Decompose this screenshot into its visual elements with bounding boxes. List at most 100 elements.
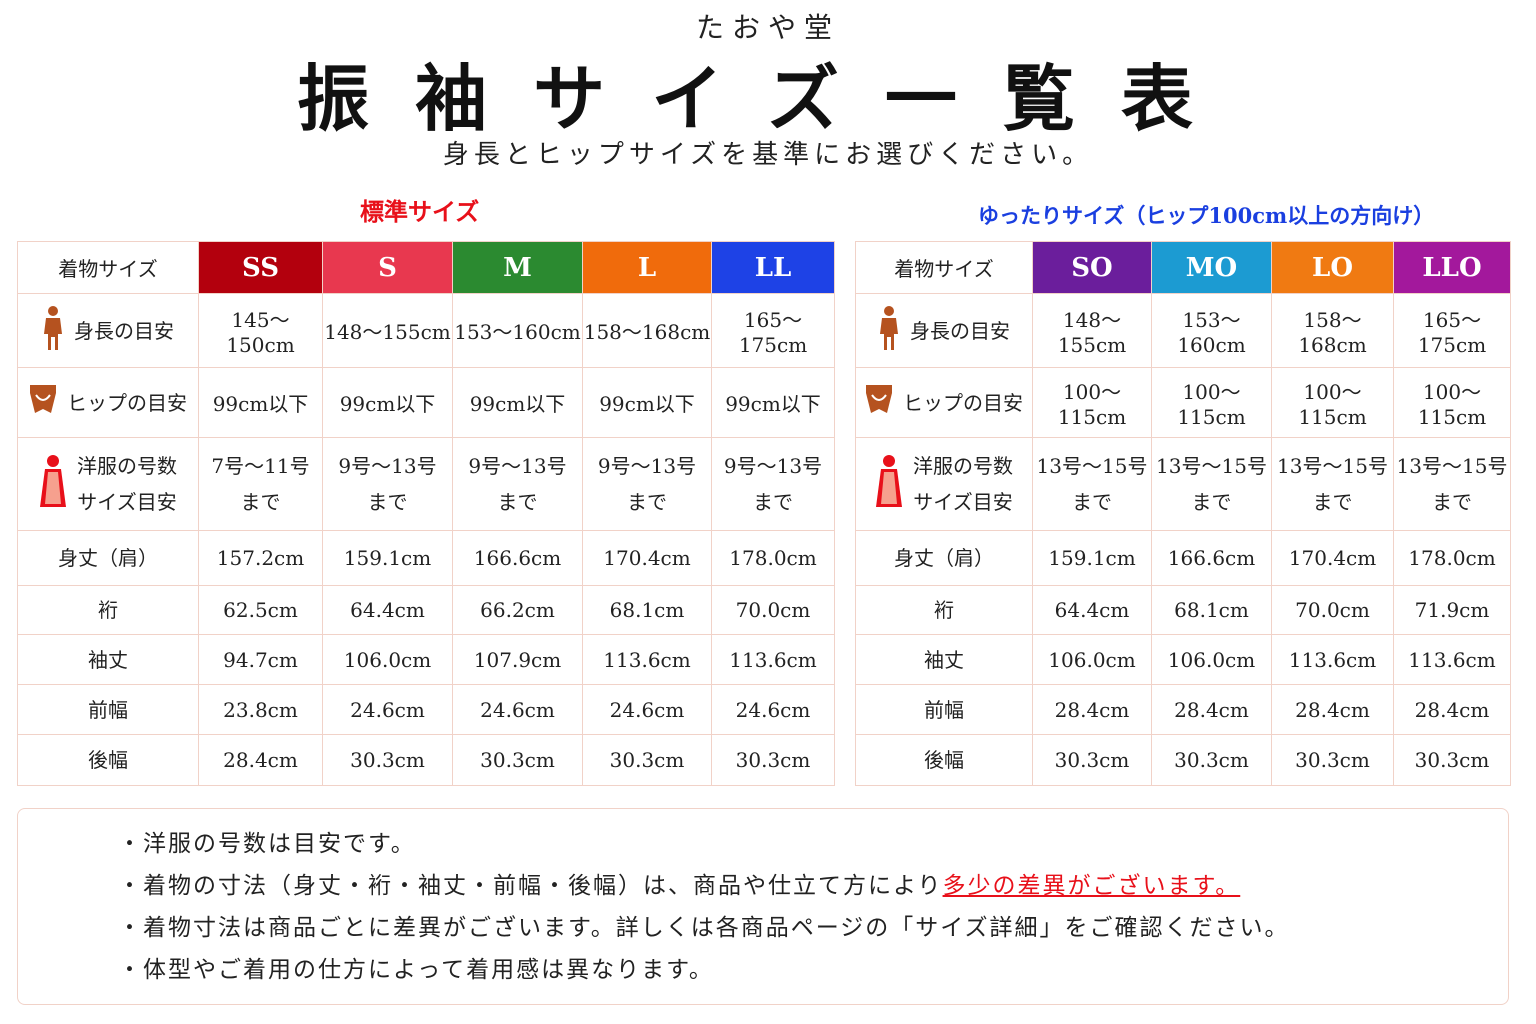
cell-text: 30.3cm xyxy=(1414,748,1490,772)
cell: 153～160cm xyxy=(452,293,583,368)
cell-text: 30.3cm xyxy=(480,748,555,772)
row-label-text: ヒップの目安 xyxy=(903,385,1023,421)
cell: 165～175cm xyxy=(1393,293,1511,368)
cell-line: 洋服の号数 xyxy=(913,454,1013,478)
cell: 70.0cm xyxy=(711,585,835,635)
cell-text: 148～155cm xyxy=(324,320,451,344)
size-header: MO xyxy=(1151,241,1272,294)
row-label-text: 後幅 xyxy=(924,742,964,778)
corner-header: 着物サイズ xyxy=(17,241,199,294)
cell-line: 13号～15号 xyxy=(1036,454,1148,478)
cell: 9号～13号 まで xyxy=(322,437,453,531)
cell-line: まで xyxy=(753,490,793,514)
cell: 99cm以下 xyxy=(582,367,712,438)
row-label-text: 袖丈 xyxy=(924,642,964,678)
row-label-text: 洋服の号数 サイズ目安 xyxy=(77,448,177,520)
cell-line: ヒップの目安 xyxy=(67,390,187,415)
cell-line: 前幅 xyxy=(924,697,964,722)
cell-line: 身丈（肩） xyxy=(58,546,158,570)
row-label-wrap: 洋服の号数 サイズ目安 xyxy=(18,448,198,520)
corner-header: 着物サイズ xyxy=(855,241,1033,294)
icon xyxy=(865,383,893,422)
note-text: ・体型やご着用の仕方によって着用感は異なります。 xyxy=(118,957,714,983)
cell-text: 100～115cm xyxy=(1298,380,1367,429)
cell: 159.1cm xyxy=(1032,530,1152,586)
row-label: 身長の目安 xyxy=(855,293,1033,368)
cell-text: 24.6cm xyxy=(735,697,811,722)
row-label: 後幅 xyxy=(17,734,199,786)
cell-text: 159.1cm xyxy=(1048,546,1136,570)
row-label: 前幅 xyxy=(17,684,199,735)
cell-text: 71.9cm xyxy=(1414,598,1490,622)
row-label-text: 裄 xyxy=(934,592,954,628)
row-label: 袖丈 xyxy=(17,634,199,685)
cell-line: まで xyxy=(1432,490,1472,514)
row-label: 身長の目安 xyxy=(17,293,199,368)
cell-line: 後幅 xyxy=(88,748,128,772)
cell-text: 166.6cm xyxy=(1167,546,1256,570)
cell-text: 24.6cm xyxy=(480,697,555,722)
cell-text: 30.3cm xyxy=(735,748,811,772)
cell: 100～115cm xyxy=(1393,367,1511,438)
row-label-text: ヒップの目安 xyxy=(67,385,187,421)
cell-line: まで xyxy=(240,490,281,514)
cell: 28.4cm xyxy=(1393,684,1511,735)
size-header: L xyxy=(582,241,712,294)
cell: 24.6cm xyxy=(452,684,583,735)
row-label: 洋服の号数 サイズ目安 xyxy=(17,437,199,531)
cell-line: 13号～15号 xyxy=(1156,454,1267,478)
row-label-wrap: 後幅 xyxy=(856,742,1032,778)
cell-line: 13号～15号 xyxy=(1396,454,1508,478)
cell: 99cm以下 xyxy=(711,367,835,438)
cell: 64.4cm xyxy=(322,585,453,635)
cell: 178.0cm xyxy=(711,530,835,586)
cell-line: 前幅 xyxy=(88,697,128,722)
row-label: 後幅 xyxy=(855,734,1033,786)
row-label-wrap: 裄 xyxy=(856,592,1032,628)
row-label: 身丈（肩） xyxy=(17,530,199,586)
cell-text: 158～168cm xyxy=(1298,308,1367,357)
cell: 13号～15号 まで xyxy=(1271,437,1394,531)
cell-line: サイズ目安 xyxy=(77,490,177,514)
cell-text: 178.0cm xyxy=(1408,546,1496,570)
cell-line: 9号～13号 xyxy=(468,454,567,478)
cell-line: 9号～13号 xyxy=(723,454,823,478)
cell-text: 30.3cm xyxy=(609,748,685,772)
cell: 30.3cm xyxy=(1151,734,1272,786)
cell-text: 30.3cm xyxy=(1295,748,1370,772)
cell: 148～155cm xyxy=(1032,293,1152,368)
cell-line: 裄 xyxy=(98,598,118,622)
row-label-wrap: ヒップの目安 xyxy=(856,383,1032,422)
note-line: ・洋服の号数は目安です。 xyxy=(118,823,1508,865)
cell: 23.8cm xyxy=(198,684,323,735)
size-table: 着物サイズ SS S M L LL 身長の目安 145～150cm 148～155cm 153～1… xyxy=(17,241,835,786)
cell: 100～115cm xyxy=(1271,367,1394,438)
row: 身丈（肩） 157.2cm 159.1cm 166.6cm 170.4cm 178.0cm xyxy=(17,530,835,586)
row-label-wrap: 前幅 xyxy=(18,692,198,728)
size-header: LL xyxy=(711,241,835,294)
cell: 9号～13号 まで xyxy=(711,437,835,531)
cell-line: まで xyxy=(1191,490,1232,514)
cell-text: 165～175cm xyxy=(738,308,808,357)
cell: 30.3cm xyxy=(711,734,835,786)
note-line: ・体型やご着用の仕方によって着用感は異なります。 xyxy=(118,949,1508,991)
cell: 170.4cm xyxy=(1271,530,1394,586)
row-label-text: 身長の目安 xyxy=(910,313,1010,349)
row-label: ヒップの目安 xyxy=(17,367,199,438)
cell-text: 30.3cm xyxy=(1174,748,1249,772)
cell-text: 68.1cm xyxy=(609,598,685,622)
cell-line: 9号～13号 xyxy=(338,454,437,478)
row-label-text: 袖丈 xyxy=(88,642,128,678)
cell: 70.0cm xyxy=(1271,585,1394,635)
cell-text: 30.3cm xyxy=(350,748,425,772)
notes-box: ・洋服の号数は目安です。 ・着物の寸法（身丈・裄・袖丈・前幅・後幅）は、商品や仕立… xyxy=(17,808,1509,1005)
cell: 64.4cm xyxy=(1032,585,1152,635)
cell-text: 28.4cm xyxy=(1295,697,1370,722)
cell-line: 裄 xyxy=(934,598,954,622)
row: 前幅 23.8cm 24.6cm 24.6cm 24.6cm 24.6cm xyxy=(17,684,835,735)
cell: 113.6cm xyxy=(1271,634,1394,685)
cell-line: 身長の目安 xyxy=(74,318,174,343)
row-label-wrap: ヒップの目安 xyxy=(18,383,198,422)
cell: 28.4cm xyxy=(1271,684,1394,735)
